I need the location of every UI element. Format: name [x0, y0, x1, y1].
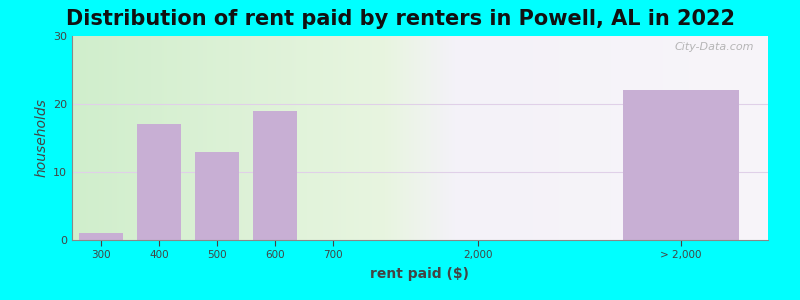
Bar [79, 233, 122, 240]
X-axis label: rent paid ($): rent paid ($) [370, 267, 470, 281]
Y-axis label: households: households [35, 99, 49, 177]
Text: Distribution of rent paid by renters in Powell, AL in 2022: Distribution of rent paid by renters in … [66, 9, 734, 29]
Bar [254, 111, 297, 240]
Bar [623, 90, 739, 240]
Bar [138, 124, 181, 240]
Text: City-Data.com: City-Data.com [674, 42, 754, 52]
Bar [195, 152, 238, 240]
